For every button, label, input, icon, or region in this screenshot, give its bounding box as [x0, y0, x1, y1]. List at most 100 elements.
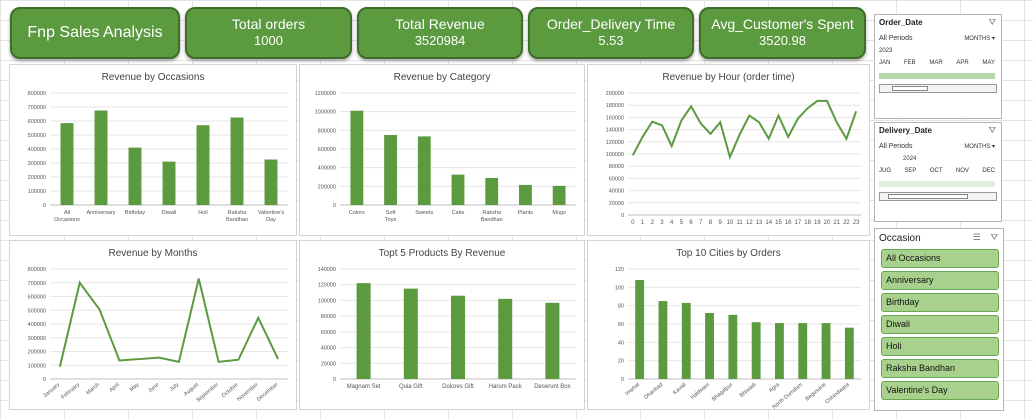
y-tick-label: 700000: [28, 281, 46, 287]
x-tick-label: 19: [814, 220, 821, 226]
slicer-delivery-date[interactable]: Delivery_Date ⛛ All Periods MONTHS ▾ 202…: [874, 122, 1002, 222]
x-tick-label: 14: [765, 220, 772, 226]
month-label[interactable]: APR: [956, 60, 969, 66]
bar: [162, 161, 176, 205]
bar: [230, 117, 244, 205]
chart-revenue-by-hour[interactable]: Revenue by Hour (order time) 0 20000 40000…: [587, 64, 870, 236]
x-tick-label: Diwali: [162, 210, 177, 216]
x-tick-label: September: [195, 382, 220, 404]
chart-top-cities[interactable]: Top 10 Cities by Orders 0 20 40 60 80 100 120 I…: [587, 240, 870, 411]
occasion-item-label: Anniversary: [886, 275, 934, 285]
month-label[interactable]: NOV: [955, 168, 969, 174]
x-tick-label: June: [147, 382, 160, 394]
month-label[interactable]: MAY: [982, 60, 995, 66]
x-tick-label: 21: [833, 220, 840, 226]
bar: [196, 125, 210, 205]
x-tick-label-line: All: [64, 210, 70, 216]
x-tick-label: August: [183, 382, 200, 398]
timeline-scrollbar[interactable]: [879, 192, 997, 201]
kpi-total-orders-label: Total orders: [231, 16, 306, 32]
x-tick-label: Valentine's Day: [258, 210, 285, 223]
bar: [60, 123, 74, 205]
x-tick-label: 7: [699, 220, 703, 226]
month-label[interactable]: MAR: [929, 60, 943, 66]
slicer-period[interactable]: All Periods: [879, 143, 913, 150]
slicer-unit-dropdown[interactable]: MONTHS ▾: [964, 36, 995, 42]
bar: [798, 323, 808, 379]
slicer-occasion[interactable]: Occasion ☰ ⛛ All Occasions Anniversary B…: [874, 228, 1004, 411]
kpi-avg-spent-value: 3520.98: [759, 33, 806, 48]
month-label[interactable]: JAN: [879, 60, 891, 66]
clear-filter-icon[interactable]: ⛛: [988, 17, 996, 27]
dashboard-title-text: Fnp Sales Analysis: [27, 24, 163, 41]
x-tick-label: 4: [670, 220, 674, 226]
kpi-avg-spent-label: Avg_Customer's Spent: [711, 16, 854, 32]
month-label[interactable]: OCT: [929, 168, 943, 174]
x-tick-label: Sweets: [415, 210, 433, 216]
month-label[interactable]: SEP: [904, 168, 917, 174]
occasion-item-label: Valentine's Day: [886, 385, 948, 395]
x-tick-label: 17: [795, 220, 802, 226]
y-tick-label: 1200000: [315, 91, 336, 97]
bar: [705, 313, 714, 379]
y-tick-label: 20: [618, 359, 624, 365]
x-tick-label: 0: [631, 220, 635, 226]
chart-revenue-by-occasions[interactable]: Revenue by Occasions 0 100000 200000 300000…: [9, 64, 297, 236]
scroll-thumb[interactable]: [888, 194, 968, 199]
y-tick-label: 600000: [28, 119, 46, 125]
occasion-item[interactable]: Diwali: [881, 315, 999, 334]
chart-title: Revenue by Occasions: [101, 72, 205, 83]
occasion-item-label: Holi: [886, 341, 902, 351]
x-tick-label: 9: [719, 220, 723, 226]
x-tick-label: May: [129, 382, 141, 393]
y-tick-label: 80000: [321, 314, 336, 320]
slicer-period[interactable]: All Periods: [879, 35, 913, 42]
occasion-item[interactable]: Valentine's Day: [881, 381, 999, 400]
bar: [128, 147, 142, 205]
bar: [844, 327, 854, 379]
x-tick-label: March: [85, 382, 101, 396]
month-label[interactable]: FEB: [904, 60, 916, 66]
x-tick-label: 1: [641, 220, 645, 226]
clear-filter-icon[interactable]: ⛛: [988, 125, 996, 135]
y-tick-label: 100000: [606, 152, 624, 158]
timeline-bar[interactable]: [879, 181, 995, 187]
y-tick-label: 600000: [28, 295, 46, 301]
x-tick-label: Anniversary: [86, 210, 115, 216]
chart-title: Topt 5 Products By Revenue: [378, 248, 506, 259]
slicer-title: Delivery_Date: [879, 126, 932, 135]
timeline-bar[interactable]: [879, 73, 995, 79]
multi-select-icon[interactable]: ☰: [972, 232, 981, 242]
x-tick-label: 16: [785, 220, 792, 226]
series-line: [631, 99, 858, 161]
x-tick-label: 10: [727, 220, 734, 226]
month-label[interactable]: DEC: [982, 168, 995, 174]
slicer-order-date[interactable]: Order_Date ⛛ All Periods MONTHS ▾ 2023 J…: [874, 14, 1002, 119]
chart-svg: 0 100000 200000 300000 400000 500000 600000 700…: [28, 91, 288, 223]
occasion-item[interactable]: Holi: [881, 337, 999, 356]
bar: [451, 174, 465, 205]
chart-top-products[interactable]: Topt 5 Products By Revenue 0 20000 40000 60…: [299, 240, 585, 410]
timeline-scrollbar[interactable]: [879, 84, 997, 93]
chart-revenue-by-months[interactable]: Revenue by Months 0 100000 200000 300000 400…: [9, 240, 297, 410]
slicer-unit: MONTHS: [964, 36, 991, 42]
occasion-item[interactable]: Anniversary: [881, 271, 999, 290]
y-tick-label: 300000: [28, 336, 46, 342]
scroll-thumb[interactable]: [892, 86, 928, 91]
y-tick-label: 800000: [28, 267, 46, 273]
y-tick-label: 200000: [606, 91, 624, 97]
slicer-year: 2024: [903, 156, 917, 162]
chart-revenue-by-category[interactable]: Revenue by Category 0 200000 400000 600000 8…: [299, 64, 585, 236]
y-tick-label: 120000: [606, 140, 624, 146]
slicer-unit-dropdown[interactable]: MONTHS ▾: [964, 144, 995, 150]
y-tick-label: 500000: [28, 308, 46, 314]
y-tick-label: 120: [615, 267, 624, 273]
occasion-item[interactable]: Raksha Bandhan: [881, 359, 999, 378]
bar: [545, 302, 560, 379]
kpi-delivery-time: Order_Delivery Time 5.53: [528, 7, 694, 59]
x-tick-label: 6: [689, 220, 693, 226]
month-label[interactable]: JUG: [879, 168, 891, 174]
clear-filter-icon[interactable]: ⛛: [990, 232, 998, 242]
occasion-item[interactable]: All Occasions: [881, 249, 999, 268]
occasion-item[interactable]: Birthday: [881, 293, 999, 312]
